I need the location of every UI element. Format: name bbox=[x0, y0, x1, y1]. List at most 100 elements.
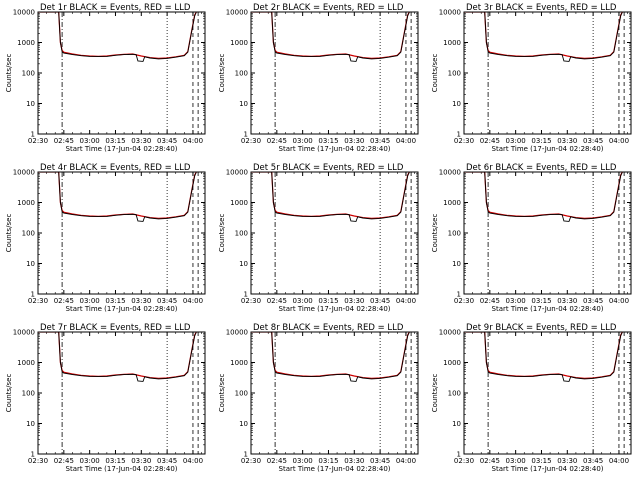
x-tick-label: 03:00 bbox=[506, 297, 526, 305]
x-tick-label: 02:45 bbox=[54, 137, 74, 145]
plot-frame bbox=[250, 331, 419, 455]
x-tick-label: 04:00 bbox=[183, 297, 203, 305]
x-axis-label: Start Time (17-Jun-04 02:28:40) bbox=[492, 305, 604, 313]
y-tick-label: 1 bbox=[244, 131, 248, 139]
y-tick-label: 10 bbox=[452, 420, 461, 428]
y-tick-label: 100 bbox=[235, 230, 248, 238]
y-tick-label: 100 bbox=[22, 390, 35, 398]
x-tick-label: 02:30 bbox=[241, 297, 261, 305]
x-axis-label: Start Time (17-Jun-04 02:28:40) bbox=[279, 305, 391, 313]
y-tick-label: 10 bbox=[239, 420, 248, 428]
x-axis-label: Start Time (17-Jun-04 02:28:40) bbox=[492, 465, 604, 473]
x-axis-label: Start Time (17-Jun-04 02:28:40) bbox=[66, 305, 178, 313]
series-events bbox=[38, 12, 197, 62]
y-axis-label: Counts/sec bbox=[431, 374, 439, 413]
x-tick-label: 03:00 bbox=[80, 457, 100, 465]
panel-title: Det 7r BLACK = Events, RED = LLD bbox=[40, 323, 191, 333]
detector-panel: Det 8r BLACK = Events, RED = LLD 1 10 100 10… bbox=[218, 323, 419, 473]
x-tick-label: 03:00 bbox=[293, 297, 313, 305]
x-tick-label: 04:00 bbox=[396, 297, 416, 305]
y-tick-label: 100 bbox=[235, 70, 248, 78]
series-events bbox=[251, 12, 410, 62]
panel-data bbox=[38, 332, 197, 382]
panel-data bbox=[251, 332, 410, 382]
y-tick-label: 10 bbox=[452, 260, 461, 268]
x-tick-label: 03:30 bbox=[557, 137, 577, 145]
x-tick-label: 02:30 bbox=[454, 137, 474, 145]
y-tick-label: 100 bbox=[448, 70, 461, 78]
x-tick-label: 03:00 bbox=[293, 457, 313, 465]
x-tick-label: 03:45 bbox=[157, 297, 177, 305]
y-tick-label: 1 bbox=[244, 291, 248, 299]
y-tick-label: 10 bbox=[239, 260, 248, 268]
x-tick-label: 02:45 bbox=[267, 137, 287, 145]
x-tick-label: 03:15 bbox=[531, 137, 551, 145]
plot-frame bbox=[37, 171, 206, 295]
plot-frame bbox=[37, 11, 206, 135]
y-axis-label: Counts/sec bbox=[5, 54, 13, 93]
x-tick-label: 03:30 bbox=[557, 457, 577, 465]
y-tick-label: 10000 bbox=[13, 169, 35, 177]
panel-data bbox=[464, 332, 623, 382]
y-tick-label: 10 bbox=[26, 420, 35, 428]
x-tick-label: 02:45 bbox=[267, 457, 287, 465]
x-tick-label: 03:30 bbox=[131, 457, 151, 465]
y-tick-label: 10 bbox=[26, 260, 35, 268]
plot-frame bbox=[463, 171, 632, 295]
detector-panel: Det 3r BLACK = Events, RED = LLD 1 10 100 10… bbox=[431, 3, 632, 153]
x-tick-label: 03:15 bbox=[531, 297, 551, 305]
y-axis-label: Counts/sec bbox=[218, 214, 226, 253]
y-tick-label: 100 bbox=[448, 390, 461, 398]
x-tick-label: 02:30 bbox=[454, 297, 474, 305]
x-tick-label: 03:45 bbox=[583, 297, 603, 305]
y-tick-label: 1000 bbox=[443, 199, 461, 207]
detector-panel: Det 4r BLACK = Events, RED = LLD 1 10 100 10… bbox=[5, 163, 206, 313]
x-tick-label: 03:15 bbox=[531, 457, 551, 465]
x-tick-label: 02:30 bbox=[28, 297, 48, 305]
x-tick-label: 03:15 bbox=[105, 137, 125, 145]
y-tick-label: 10000 bbox=[13, 9, 35, 17]
x-tick-label: 03:15 bbox=[105, 457, 125, 465]
x-tick-label: 02:45 bbox=[480, 297, 500, 305]
detector-panel: Det 9r BLACK = Events, RED = LLD 1 10 100 10… bbox=[431, 323, 632, 473]
panel-data bbox=[251, 12, 410, 62]
panel-data bbox=[464, 172, 623, 222]
x-tick-label: 02:45 bbox=[54, 457, 74, 465]
x-tick-label: 02:45 bbox=[480, 457, 500, 465]
x-tick-label: 03:00 bbox=[506, 457, 526, 465]
x-tick-label: 02:30 bbox=[28, 137, 48, 145]
series-events bbox=[464, 332, 623, 382]
y-tick-label: 100 bbox=[448, 230, 461, 238]
panel-data bbox=[38, 172, 197, 222]
y-tick-label: 10000 bbox=[439, 329, 461, 337]
series-events bbox=[251, 332, 410, 382]
plot-frame bbox=[463, 331, 632, 455]
x-tick-label: 03:45 bbox=[157, 457, 177, 465]
y-tick-label: 1000 bbox=[17, 199, 35, 207]
plot-frame bbox=[463, 11, 632, 135]
x-tick-label: 03:00 bbox=[80, 297, 100, 305]
detector-panel: Det 6r BLACK = Events, RED = LLD 1 10 100 10… bbox=[431, 163, 632, 313]
y-tick-label: 1000 bbox=[443, 359, 461, 367]
series-events bbox=[38, 172, 197, 222]
y-axis-label: Counts/sec bbox=[431, 214, 439, 253]
x-axis-label: Start Time (17-Jun-04 02:28:40) bbox=[492, 145, 604, 153]
y-axis-label: Counts/sec bbox=[218, 54, 226, 93]
panel-title: Det 5r BLACK = Events, RED = LLD bbox=[253, 163, 404, 173]
x-tick-label: 03:45 bbox=[583, 137, 603, 145]
x-tick-label: 03:30 bbox=[344, 297, 364, 305]
y-tick-label: 10 bbox=[452, 100, 461, 108]
x-tick-label: 02:30 bbox=[28, 457, 48, 465]
panel-data bbox=[251, 172, 410, 222]
x-tick-label: 03:15 bbox=[318, 297, 338, 305]
y-tick-label: 10000 bbox=[226, 9, 248, 17]
x-tick-label: 04:00 bbox=[396, 457, 416, 465]
x-tick-label: 03:15 bbox=[105, 297, 125, 305]
x-tick-label: 03:45 bbox=[157, 137, 177, 145]
x-axis-label: Start Time (17-Jun-04 02:28:40) bbox=[66, 145, 178, 153]
x-tick-label: 02:30 bbox=[241, 457, 261, 465]
x-axis-label: Start Time (17-Jun-04 02:28:40) bbox=[279, 145, 391, 153]
y-tick-label: 10 bbox=[26, 100, 35, 108]
y-axis-label: Counts/sec bbox=[431, 54, 439, 93]
x-tick-label: 03:15 bbox=[318, 457, 338, 465]
